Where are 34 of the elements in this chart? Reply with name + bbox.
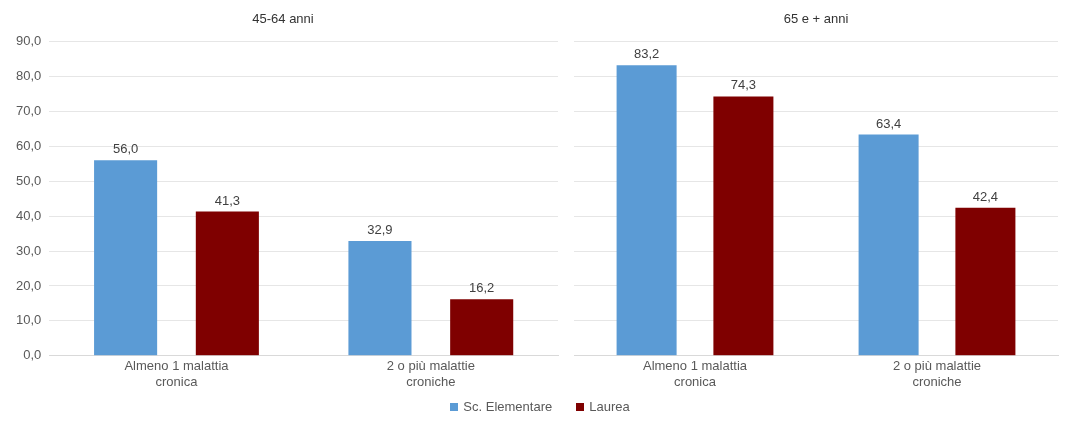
data-label: 41,3 xyxy=(214,192,240,208)
bar xyxy=(450,299,514,356)
data-label: 56,0 xyxy=(112,141,139,157)
bar xyxy=(348,240,412,356)
x-tick-label: 2 o più malattie croniche xyxy=(892,358,982,389)
y-tick-label: 30,0 xyxy=(15,242,42,258)
bar xyxy=(713,96,774,356)
data-label: 42,4 xyxy=(972,188,999,204)
x-tick-label: Almeno 1 malattia cronica xyxy=(124,358,230,389)
chart-title: 65 e + anni xyxy=(783,11,849,27)
x-tick-label: 2 o più malattie croniche xyxy=(386,358,475,389)
y-tick-label: 50,0 xyxy=(15,172,42,188)
data-label: 16,2 xyxy=(469,280,495,296)
bar xyxy=(858,134,919,356)
data-label: 63,4 xyxy=(875,115,902,131)
bar xyxy=(616,65,677,356)
y-tick-label: 10,0 xyxy=(15,312,42,328)
y-tick-label: 0,0 xyxy=(23,347,42,363)
bar xyxy=(94,160,158,356)
data-label: 32,9 xyxy=(367,222,393,238)
y-tick-label: 40,0 xyxy=(15,207,42,223)
y-tick-label: 80,0 xyxy=(15,68,42,84)
bar xyxy=(195,211,259,356)
y-tick-label: 20,0 xyxy=(15,277,42,293)
y-tick-label: 90,0 xyxy=(15,33,42,49)
legend-label: Laurea xyxy=(588,399,630,414)
bar xyxy=(955,207,1016,356)
y-tick-label: 60,0 xyxy=(15,137,42,153)
chart-title: 45-64 anni xyxy=(252,11,314,27)
data-label: 74,3 xyxy=(730,77,757,93)
legend-label: Sc. Elementare xyxy=(462,399,553,414)
x-tick-label: Almeno 1 malattia cronica xyxy=(642,358,748,389)
y-tick-label: 70,0 xyxy=(15,103,42,118)
data-label: 83,2 xyxy=(633,46,660,62)
